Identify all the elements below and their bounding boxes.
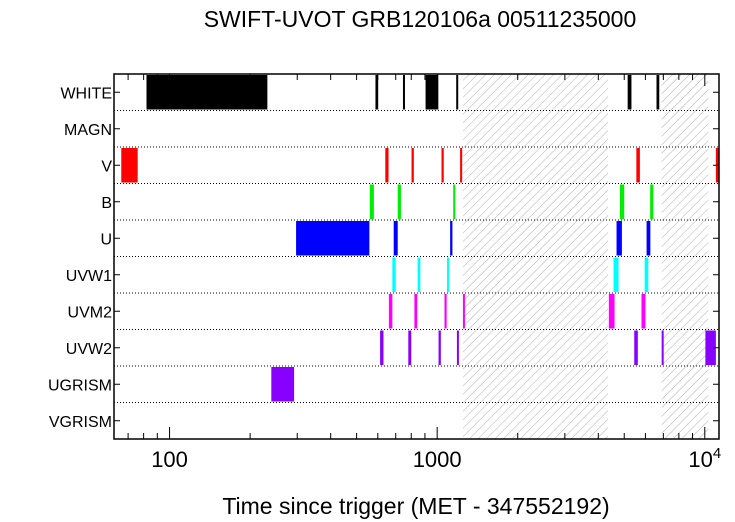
exposure-bar-uvm2 — [414, 294, 418, 329]
exposure-bar-white — [656, 75, 660, 110]
row-label-uvw1: UVW1 — [66, 268, 112, 285]
x-tick-label: 104 — [688, 445, 721, 472]
exposure-bar-b — [650, 184, 654, 219]
exposure-bar-uvw2 — [661, 330, 664, 365]
exposure-bar-b — [619, 184, 625, 219]
row-label-vgrism: VGRISM — [49, 414, 112, 431]
row-label-white: WHITE — [60, 85, 112, 102]
row-label-uvm2: UVM2 — [68, 304, 113, 321]
exposure-bar-uvw1 — [392, 257, 396, 292]
exposure-bar-white — [146, 75, 268, 110]
exposure-bar-u — [616, 221, 622, 256]
row-label-u: U — [100, 231, 112, 248]
row-label-v: V — [101, 158, 112, 175]
exposure-bar-uvw2 — [456, 330, 459, 365]
exposure-bar-v — [441, 148, 444, 183]
exposure-bar-white — [402, 75, 405, 110]
exposure-bar-u — [646, 221, 651, 256]
exposure-bar-v — [636, 148, 640, 183]
row-label-b: B — [101, 195, 112, 212]
exposure-bar-uvm2 — [641, 294, 646, 329]
chart-title: SWIFT-UVOT GRB120106a 00511235000 — [204, 6, 637, 32]
exposure-bar-uvw2 — [634, 330, 638, 365]
exposure-bar-u — [450, 221, 453, 256]
exposure-bar-white — [425, 75, 439, 110]
plot-frame — [113, 73, 720, 440]
exposure-bar-u — [296, 221, 370, 256]
exposure-bar-uvw2 — [380, 330, 384, 365]
exposure-bar-white — [456, 75, 459, 110]
exposure-bar-v — [460, 148, 463, 183]
exposure-bar-uvw1 — [446, 257, 450, 292]
x-axis-label: Time since trigger (MET - 347552192) — [222, 493, 609, 519]
exposure-bar-uvm2 — [444, 294, 447, 329]
exposure-bar-uvw2 — [438, 330, 441, 365]
exposure-bar-uvw1 — [417, 257, 421, 292]
exposure-bar-u — [393, 221, 398, 256]
row-label-magn: MAGN — [64, 122, 112, 139]
exposure-bar-v — [385, 148, 389, 183]
exposure-bar-uvm2 — [608, 294, 615, 329]
exposure-bar-uvm2 — [462, 294, 465, 329]
exposure-bar-b — [397, 184, 401, 219]
exposure-bar-b — [453, 184, 456, 219]
exposure-bar-b — [369, 184, 374, 219]
exposure-bar-white — [375, 75, 379, 110]
row-label-ugrism: UGRISM — [48, 377, 112, 394]
exposure-bar-uvm2 — [388, 294, 393, 329]
exposure-bar-uvw2 — [408, 330, 412, 365]
row-label-uvw2: UVW2 — [66, 341, 112, 358]
exposure-bar-ugrism — [271, 367, 295, 402]
exposure-bar-uvw2 — [705, 330, 716, 365]
hatched-interval — [463, 74, 609, 439]
x-tick-label: 100 — [151, 447, 188, 472]
plot-area: WHITE MAGN V B U UVW1 UVM2 UVW2 UGRISM VGRISM 100 1… — [48, 73, 721, 472]
exposure-bar-v — [121, 148, 138, 183]
exposure-bar-white — [627, 75, 632, 110]
exposure-bar-v — [411, 148, 414, 183]
x-tick-label: 1000 — [413, 447, 462, 472]
exposure-bar-uvw1 — [613, 257, 619, 292]
exposure-bar-uvw1 — [644, 257, 649, 292]
